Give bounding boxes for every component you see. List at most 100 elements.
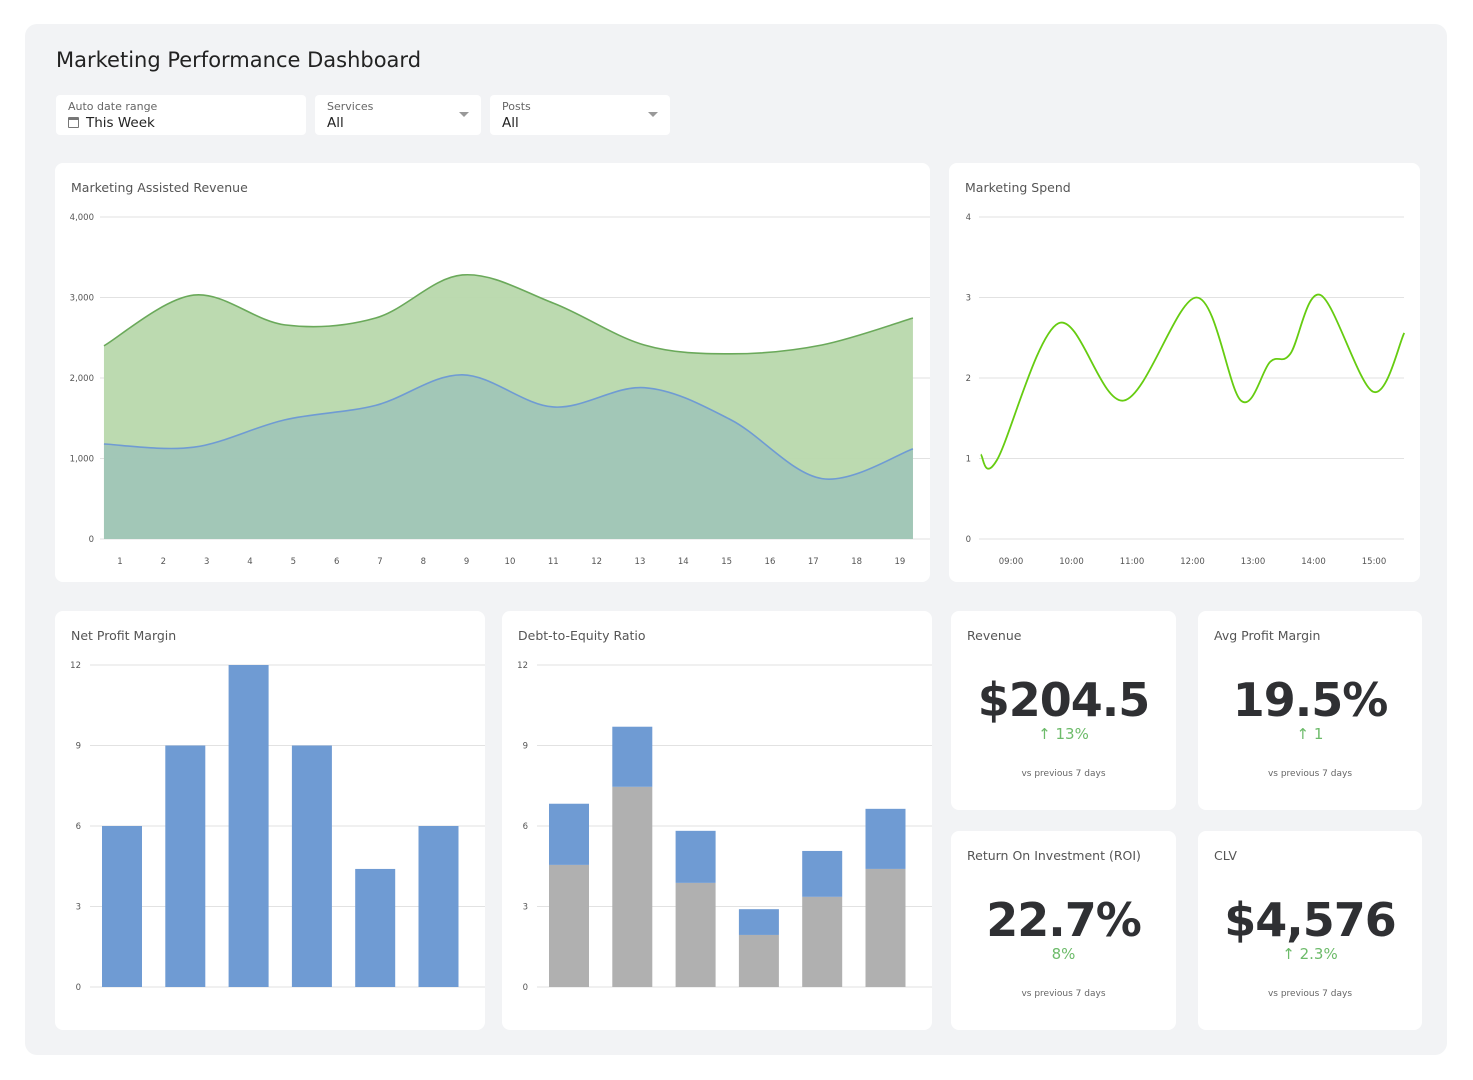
x-tick-label: 13 [635,557,646,567]
filter-label: Auto date range [68,100,158,113]
kpi-change: ↑ 2.3% [1282,945,1338,963]
net-profit-margin-card: 0 3 6 9 12 Net Profit Margin [55,611,485,1030]
x-tick-label: 15:00 [1362,557,1387,567]
kpi-title: Avg Profit Margin [1214,628,1321,643]
y-tick-label: 3 [966,294,971,304]
filter-value: This Week [86,115,155,131]
bar-segment-blue [549,803,589,865]
y-tick-label: 0 [966,535,971,545]
y-tick-label: 0 [89,535,94,545]
y-tick-label: 6 [523,822,528,832]
x-tick-label: 6 [334,557,339,567]
y-tick-label: 3 [76,903,81,913]
kpi-title: CLV [1214,848,1237,863]
filter-label: Posts [502,100,531,113]
posts-filter[interactable]: Posts All [490,95,670,135]
y-tick-label: 4 [966,213,971,223]
bar-segment-gray [738,934,779,987]
bar-segment-gray [802,896,843,987]
x-tick-label: 7 [377,557,382,567]
bar [165,745,206,987]
y-tick-label: 12 [517,661,528,671]
services-filter[interactable]: Services All [315,95,481,135]
kpi-value: $4,576 [1224,893,1397,947]
kpi-compare: vs previous 7 days [1021,989,1106,999]
filter-label: Services [327,100,374,113]
x-tick-label: 12 [591,557,602,567]
y-tick-label: 1 [966,455,971,465]
y-tick-label: 4,000 [70,213,94,223]
y-tick-label: 6 [76,822,81,832]
x-tick-label: 10:00 [1059,557,1084,567]
date-range-filter[interactable]: Auto date range This Week [56,95,306,135]
card-title: Marketing Spend [965,180,1071,195]
debt-to-equity-card: 0 3 6 9 12 Debt-to-Equity Ratio [502,611,932,1030]
bar [291,745,332,987]
bar-segment-gray [675,882,716,987]
kpi-value: $204.5 [977,673,1151,727]
x-tick-label: 8 [421,557,426,567]
kpi-compare: vs previous 7 days [1267,989,1353,999]
x-tick-label: 14 [678,557,689,567]
x-tick-label: 16 [765,557,776,567]
bar-segment-blue [738,909,779,935]
calendar-icon [68,117,79,128]
x-tick-label: 14:00 [1301,557,1326,567]
series-area-blue [103,374,913,539]
kpi-title: Return On Investment (ROI) [967,848,1141,863]
x-tick-label: 1 [117,557,122,567]
kpi-roi: Return On Investment (ROI) 22.7% 8% vs p… [951,831,1176,1030]
bar [228,665,269,987]
filter-value: All [327,115,344,131]
y-tick-label: 12 [70,661,81,671]
kpi-compare: vs previous 7 days [1267,769,1353,779]
kpi-clv: CLV $4,576 ↑ 2.3% vs previous 7 days [1198,831,1422,1030]
chevron-down-icon [459,112,469,117]
y-tick-label: 3 [523,903,528,913]
chevron-down-icon [648,112,658,117]
x-tick-label: 11:00 [1120,557,1145,567]
kpi-compare: vs previous 7 days [1021,769,1106,779]
bar-segment-gray [865,868,906,987]
series-line [980,293,1406,470]
kpi-change: ↑ 13% [1038,725,1089,743]
x-tick-label: 17 [808,557,819,567]
x-tick-label: 10 [505,557,516,567]
kpi-value: 19.5% [1232,673,1389,727]
bar-segment-blue [612,726,653,787]
kpi-revenue: Revenue $204.5 ↑ 13% vs previous 7 days [951,611,1176,810]
bar [418,826,459,987]
y-tick-label: 9 [76,742,81,752]
card-title: Net Profit Margin [71,628,177,643]
y-tick-label: 0 [76,983,81,993]
card-title: Marketing Assisted Revenue [71,180,248,195]
series-line-green [103,274,914,355]
y-tick-label: 2,000 [70,374,94,384]
y-tick-label: 1,000 [70,455,94,465]
x-tick-label: 4 [247,557,252,567]
marketing-spend-card: 0 1 2 3 4 09:00 10:00 11:00 12:00 13:00 14:00 15:00… [949,163,1420,582]
x-tick-label: 11 [548,557,559,567]
bar-segment-gray [612,786,653,987]
x-tick-label: 13:00 [1241,557,1266,567]
x-tick-label: 2 [161,557,166,567]
x-tick-label: 09:00 [999,557,1024,567]
card-title: Debt-to-Equity Ratio [518,628,646,643]
kpi-change: ↑ 1 [1296,725,1324,743]
kpi-avg-profit-margin: Avg Profit Margin 19.5% ↑ 1 vs previous … [1198,611,1422,810]
bar-segment-blue [865,808,906,869]
kpi-title: Revenue [967,628,1022,643]
marketing-assisted-revenue-card: 0 1,000 2,000 3,000 4,000 1 2 3 4 5 6 7 8 9 10 11 12 13 14… [55,163,930,582]
x-tick-label: 19 [895,557,906,567]
filter-value: All [502,115,519,131]
y-tick-label: 0 [523,983,528,993]
x-tick-label: 12:00 [1180,557,1205,567]
y-tick-label: 2 [966,374,971,384]
kpi-change: 8% [1051,945,1076,963]
debt-equity-bar-chart: 0 3 6 9 12 [517,661,932,993]
x-tick-label: 15 [721,557,732,567]
series-line-blue [103,373,914,480]
kpi-value: 22.7% [986,893,1142,947]
bar [102,826,142,987]
